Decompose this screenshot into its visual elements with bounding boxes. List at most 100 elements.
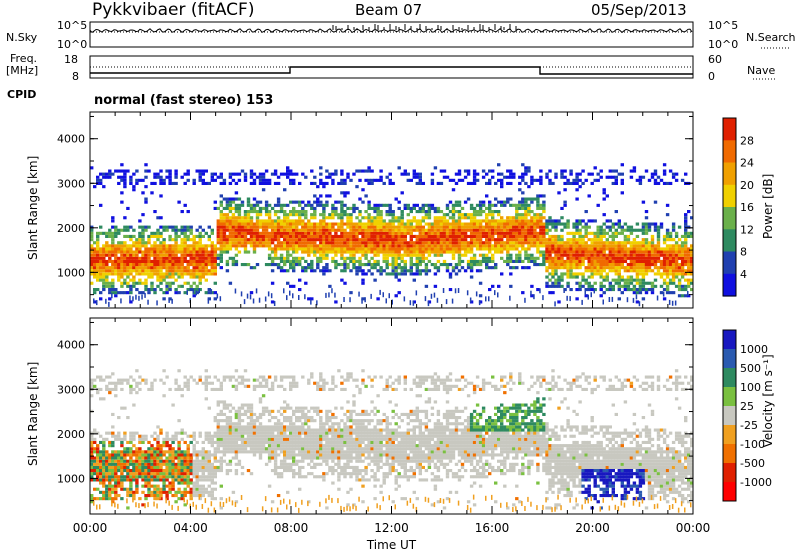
velocity-cell <box>135 369 139 373</box>
power-cell <box>370 222 374 226</box>
velocity-cell <box>108 494 112 498</box>
power-cell <box>530 253 534 257</box>
velocity-cell <box>105 478 109 482</box>
power-cell <box>497 250 501 254</box>
power-cell <box>270 219 275 223</box>
power-cell <box>506 169 510 173</box>
power-cell <box>527 253 531 257</box>
power-cell <box>328 216 332 220</box>
power-cell <box>684 256 688 260</box>
power-cell <box>491 231 495 235</box>
power-cell <box>379 228 383 232</box>
power-cell <box>328 244 332 248</box>
power-cell <box>322 269 326 273</box>
power-cell <box>252 238 257 242</box>
velocity-cell <box>108 497 112 501</box>
velocity-cell <box>165 484 169 488</box>
power-cell <box>512 219 516 223</box>
velocity-cell <box>201 381 205 385</box>
power-cell <box>575 228 579 232</box>
power-cell <box>295 225 299 229</box>
power-cell <box>144 256 148 260</box>
power-cell <box>358 231 362 235</box>
power-cell <box>243 234 248 238</box>
power-cell <box>358 250 362 254</box>
power-cell <box>346 231 350 235</box>
power-cell <box>228 200 233 204</box>
power-cell <box>340 256 344 260</box>
power-cell <box>491 253 495 257</box>
power-cell <box>99 256 103 260</box>
velocity-cell <box>105 462 109 466</box>
power-cell <box>180 210 184 214</box>
power-cell <box>379 238 383 242</box>
power-cell <box>328 234 332 238</box>
power-colorbar-segment <box>723 184 736 208</box>
power-speckle <box>120 298 122 304</box>
power-cell <box>90 269 94 273</box>
power-cell <box>524 203 528 207</box>
power-cell <box>469 231 474 235</box>
power-cell <box>117 241 121 245</box>
velocity-cell <box>162 394 166 398</box>
power-cell <box>261 175 266 179</box>
power-cell <box>129 256 133 260</box>
power-cell <box>255 210 260 214</box>
power-cell <box>674 241 679 245</box>
power-cell <box>261 188 266 192</box>
power-cell <box>334 250 338 254</box>
velocity-cell <box>144 456 148 460</box>
power-cell <box>581 259 585 263</box>
power-cell <box>301 238 305 242</box>
power-cell <box>385 272 389 276</box>
power-cell <box>343 228 347 232</box>
power-cell <box>364 169 368 173</box>
power-cell <box>237 178 242 182</box>
power-cell <box>638 228 643 232</box>
power-speckle <box>325 292 327 298</box>
power-cell <box>491 210 495 214</box>
power-cell <box>114 266 118 270</box>
velocity-cell <box>162 462 166 466</box>
power-cell <box>382 222 386 226</box>
power-cell <box>394 234 398 238</box>
power-cell <box>234 203 239 207</box>
power-cell <box>436 231 441 235</box>
power-cell <box>264 200 269 204</box>
power-cell <box>415 228 419 232</box>
power-cell <box>406 244 410 248</box>
power-cell <box>635 288 640 292</box>
velocity-cell <box>90 459 94 463</box>
power-cell <box>578 172 582 176</box>
power-cell <box>418 256 422 260</box>
velocity-cell <box>165 497 169 501</box>
power-cell <box>415 181 419 185</box>
power-cell <box>690 250 694 254</box>
power-cell <box>325 203 329 207</box>
power-cell <box>228 222 233 226</box>
power-cell <box>448 241 453 245</box>
velocity-cell <box>186 434 190 438</box>
power-cell <box>500 238 504 242</box>
power-cell <box>400 238 404 242</box>
power-cell <box>183 181 187 185</box>
velocity-cell <box>186 456 190 460</box>
power-cell <box>340 244 344 248</box>
power-cell <box>207 244 211 248</box>
velocity-cell <box>189 487 193 491</box>
power-cell <box>385 241 389 245</box>
power-cell <box>554 272 558 276</box>
power-cell <box>509 284 513 288</box>
power-cell <box>105 266 109 270</box>
velocity-cell <box>90 444 94 448</box>
velocity-cell <box>105 431 109 435</box>
power-cell <box>518 206 522 210</box>
power-cell <box>635 263 640 267</box>
power-cell <box>436 259 441 263</box>
velocity-cell <box>90 472 94 476</box>
power-cell <box>475 213 480 217</box>
power-colorbar-label: 20 <box>740 179 754 192</box>
power-cell <box>539 178 543 182</box>
velocity-cell <box>129 447 133 451</box>
power-cell <box>442 247 447 251</box>
